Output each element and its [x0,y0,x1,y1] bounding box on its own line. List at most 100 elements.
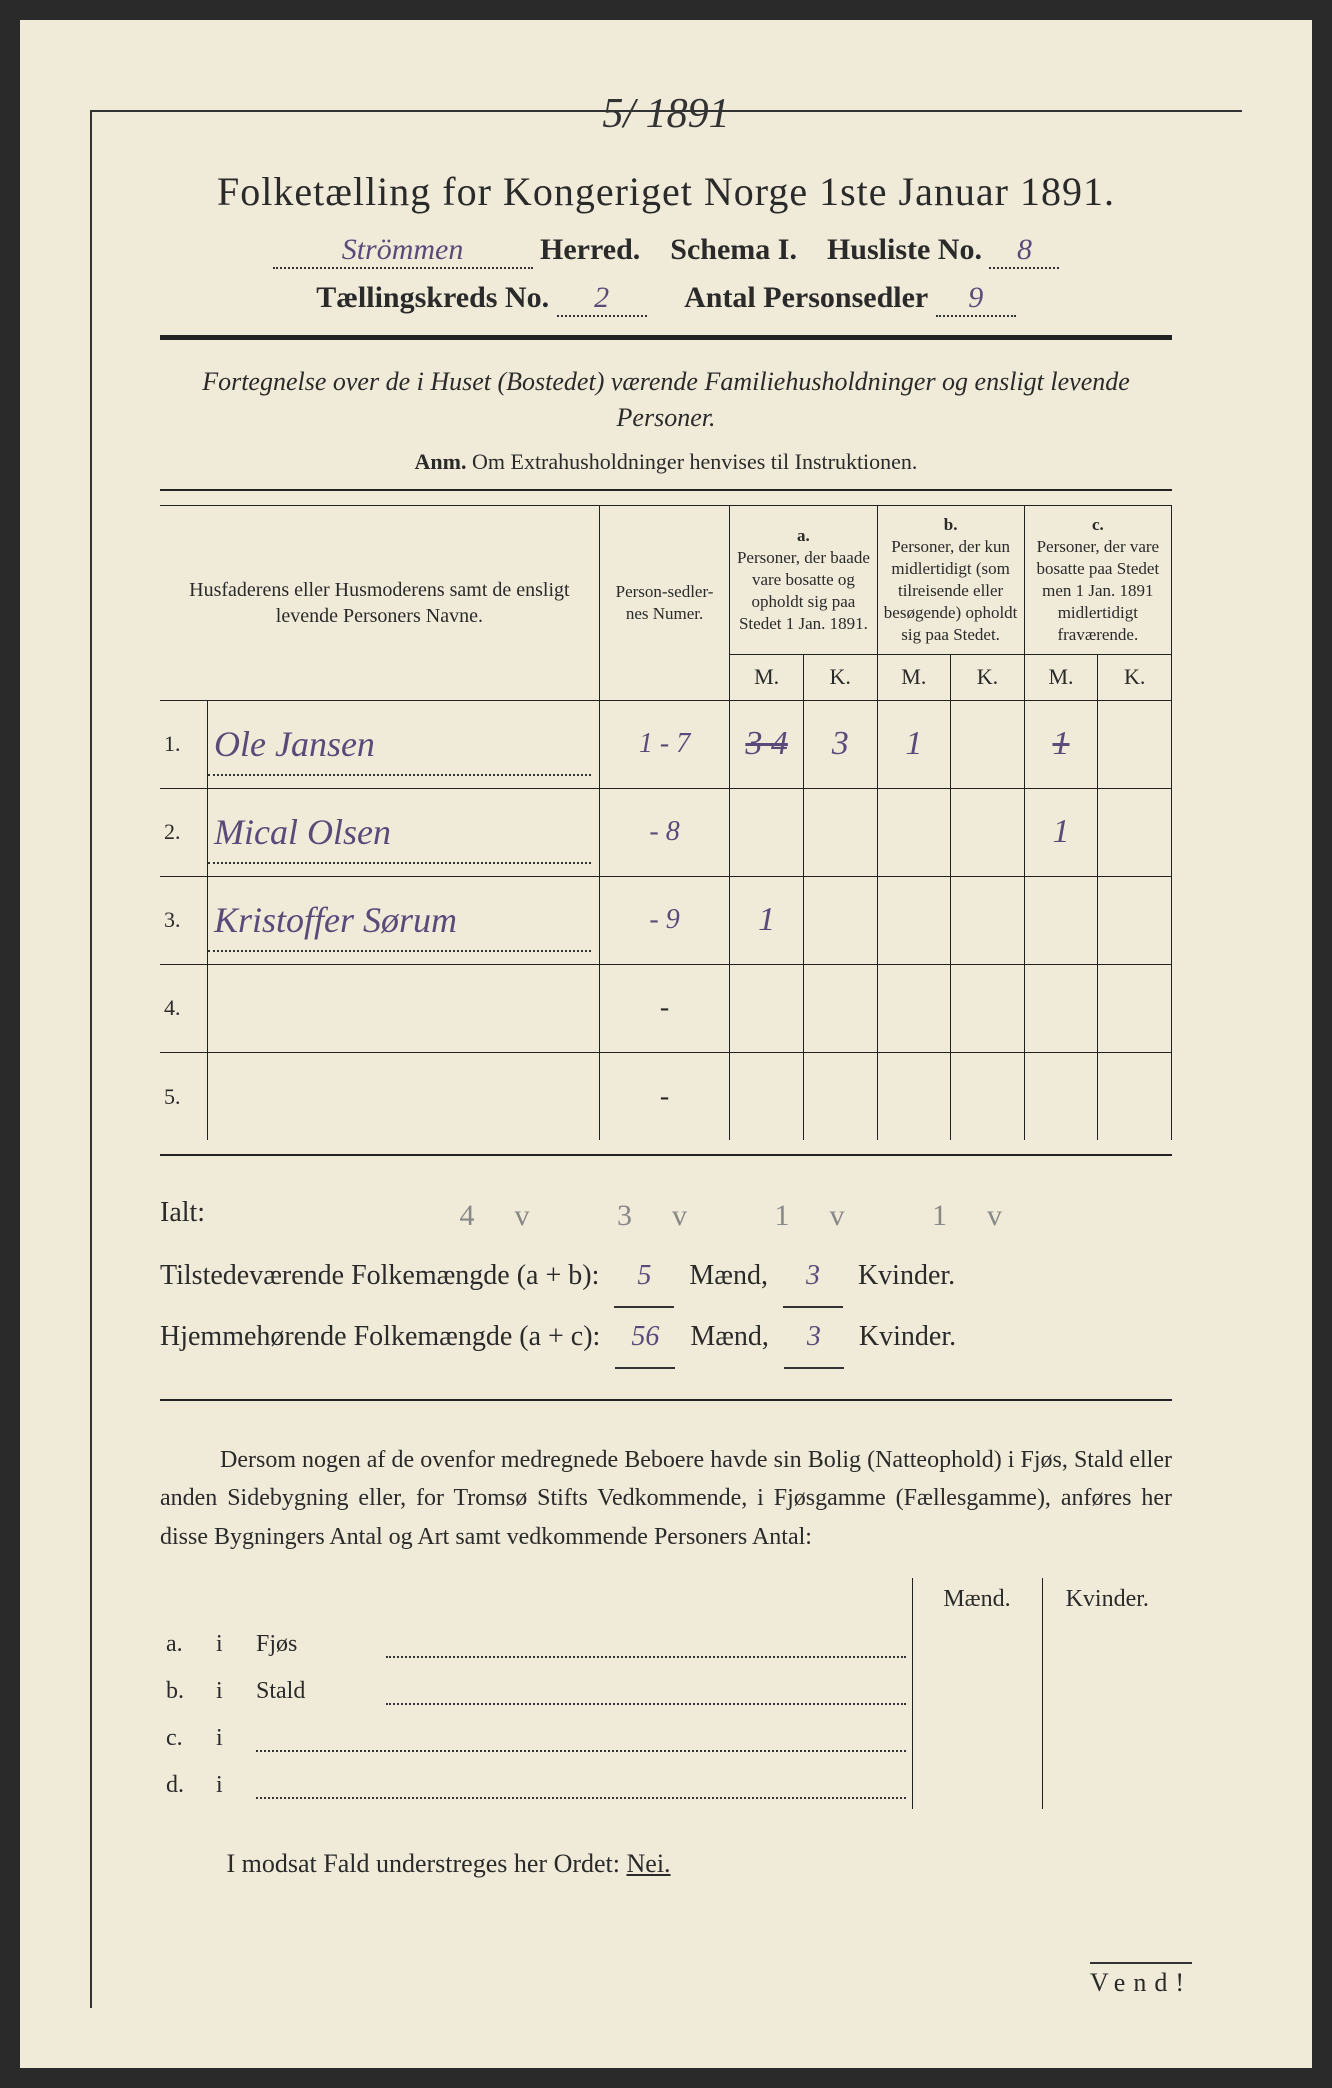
byg-maend: Mænd. [912,1578,1042,1621]
row-psed: - 8 [599,788,730,876]
row-ak: 3 [803,700,877,788]
pencil-totals: 4v 3v 1v 1v [290,1184,1172,1247]
row-ak [803,964,877,1052]
kvinder-label-2: Kvinder. [859,1321,956,1352]
row-bk [951,700,1025,788]
row-bk [951,876,1025,964]
husliste-value: 8 [989,233,1059,269]
census-table-head: Husfaderens eller Husmoderens samt de en… [160,505,1172,700]
byg-i: i [210,1762,250,1809]
byg-kvinder: Kvinder. [1042,1578,1172,1621]
row-cm [1024,964,1098,1052]
row-bk [951,1052,1025,1140]
byg-name: Fjøs [250,1621,380,1668]
row-psed: - [599,964,730,1052]
row-bm [877,788,951,876]
nei-word: Nei. [627,1849,671,1878]
c-m: M. [1024,655,1098,701]
row-bm [877,964,951,1052]
col-names: Husfaderens eller Husmoderens samt de en… [160,505,599,700]
byg-m [912,1668,1042,1715]
bygning-row: d. i [160,1762,1172,1809]
byg-name: Stald [250,1668,380,1715]
byg-k [1042,1762,1172,1809]
row-bk [951,788,1025,876]
totals-line-2: Hjemmehørende Folkemængde (a + c): 56 Mæ… [160,1308,1172,1369]
byg-letter: c. [160,1715,210,1762]
hjemme-k: 3 [784,1308,844,1369]
col-psedler: Person-sedler-nes Numer. [599,505,730,700]
body-text-content: Dersom nogen af de ovenfor medregnede Be… [160,1447,1172,1550]
rule-1 [160,335,1172,340]
hjemme-label: Hjemmehørende Folkemængde (a + c): [160,1308,600,1367]
byg-dots [250,1762,912,1809]
c-label: c. [1092,515,1104,534]
antal-value: 9 [936,281,1016,317]
census-table: Husfaderens eller Husmoderens samt de en… [160,505,1172,1141]
row-num: 5. [160,1052,207,1140]
b-label: b. [944,515,958,534]
ialt-label: Ialt: [160,1184,290,1247]
anm-text: Om Extrahusholdninger henvises til Instr… [472,449,917,474]
table-row: 3. Kristoffer Sørum - 9 1 [160,876,1172,964]
bygning-row: a. i Fjøs [160,1621,1172,1668]
row-am [730,788,804,876]
row-ck [1098,788,1172,876]
row-name [207,1052,599,1140]
row-bm [877,876,951,964]
totals-line-1: Tilstedeværende Folkemængde (a + b): 5 M… [160,1247,1172,1308]
row-ck [1098,876,1172,964]
tilstede-m: 5 [614,1247,674,1308]
nei-prefix: I modsat Fald understreges her Ordet: [227,1849,621,1878]
row-num: 2. [160,788,207,876]
table-row: 2. Mical Olsen - 8 1 [160,788,1172,876]
a-m: M. [730,655,804,701]
row-name: Mical Olsen [207,788,599,876]
maend-label: Mænd, [689,1260,768,1291]
row-name: Ole Jansen [207,700,599,788]
row-ak [803,876,877,964]
header-line-2: Tællingskreds No. 2 Antal Personsedler 9 [160,281,1172,317]
table-row: 5. - [160,1052,1172,1140]
byg-k [1042,1715,1172,1762]
maend-label-2: Mænd, [690,1321,769,1352]
table-row: 4. - [160,964,1172,1052]
top-handwritten-note: 5/ 1891 [160,90,1172,138]
antal-label: Antal Personsedler [684,281,928,314]
herred-value: Strömmen [273,233,533,269]
byg-m [912,1715,1042,1762]
row-psed: - [599,1052,730,1140]
row-num: 1. [160,700,207,788]
herred-label: Herred. [540,233,640,266]
row-ak [803,788,877,876]
anm-bold: Anm. [415,449,467,474]
row-am: 1 [730,876,804,964]
rule-4 [160,1399,1172,1401]
schema-label: Schema I. [670,233,797,266]
kvinder-label: Kvinder. [858,1260,955,1291]
header-line-1: Strömmen Herred. Schema I. Husliste No. … [160,233,1172,269]
byg-letter: b. [160,1668,210,1715]
kreds-value: 2 [557,281,647,317]
byg-dots [380,1621,912,1668]
byg-i: i [210,1621,250,1668]
row-bm [877,1052,951,1140]
husliste-label: Husliste No. [827,233,982,266]
form-title: Folketælling for Kongeriget Norge 1ste J… [160,168,1172,215]
row-am [730,1052,804,1140]
row-cm [1024,876,1098,964]
table-row: 1. Ole Jansen 1 - 7 3 4 3 1 1 [160,700,1172,788]
a-k: K. [803,655,877,701]
row-psed: - 9 [599,876,730,964]
c-k: K. [1098,655,1172,701]
anm-line: Anm. Om Extrahusholdninger henvises til … [160,449,1172,475]
tilstede-k: 3 [783,1247,843,1308]
col-b: b. Personer, der kun midlertidigt (som t… [877,505,1024,654]
row-name [207,964,599,1052]
rule-2 [160,489,1172,491]
row-bk [951,964,1025,1052]
col-c: c. Personer, der vare bosatte paa Stedet… [1024,505,1171,654]
row-psed: 1 - 7 [599,700,730,788]
row-ck [1098,964,1172,1052]
byg-dots [380,1668,912,1715]
